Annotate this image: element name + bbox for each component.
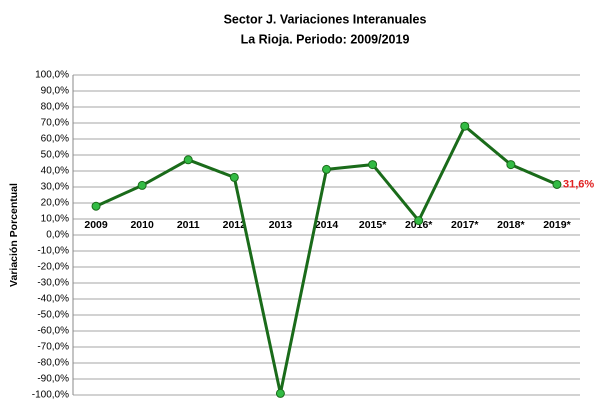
y-tick-label: 80,0% xyxy=(41,102,69,113)
y-tick-label: 60,0% xyxy=(41,134,69,145)
x-tick-label: 2015* xyxy=(359,219,387,231)
y-tick-label: -40,0% xyxy=(37,294,69,305)
marker xyxy=(552,179,562,189)
y-tick-label: -30,0% xyxy=(37,278,69,289)
chart-title: Sector J. Variaciones Interanuales xyxy=(224,12,427,26)
marker xyxy=(91,201,101,211)
y-tick-label: -60,0% xyxy=(37,326,69,337)
y-tick-label: 40,0% xyxy=(41,166,69,177)
marker xyxy=(368,160,378,170)
y-tick-label: -90,0% xyxy=(37,374,69,385)
data-label: 31,6% xyxy=(563,178,594,190)
marker xyxy=(275,388,285,398)
y-tick-label: -70,0% xyxy=(37,342,69,353)
y-tick-label: -100,0% xyxy=(32,390,69,401)
y-tick-label: 50,0% xyxy=(41,150,69,161)
marker xyxy=(460,121,470,131)
x-tick-label: 2011 xyxy=(177,219,200,231)
marker xyxy=(229,172,239,182)
y-tick-label: 20,0% xyxy=(41,198,69,209)
x-tick-label: 2014 xyxy=(315,219,339,231)
y-tick-label: -20,0% xyxy=(37,262,69,273)
x-tick-label: 2012 xyxy=(223,219,247,231)
y-axis-label: Variación Porcentual xyxy=(8,183,20,287)
y-tick-label: 30,0% xyxy=(41,182,69,193)
y-tick-label: 0,0% xyxy=(46,230,69,241)
y-tick-label: 10,0% xyxy=(41,214,69,225)
x-tick-label: 2010 xyxy=(130,219,154,231)
x-tick-label: 2019* xyxy=(543,219,571,231)
marker xyxy=(322,164,331,174)
y-tick-label: -80,0% xyxy=(37,358,69,369)
y-tick-label: 70,0% xyxy=(41,118,69,129)
marker xyxy=(183,155,193,165)
x-tick-label: 2017* xyxy=(451,219,479,231)
x-tick-label: 2018* xyxy=(497,219,525,231)
x-tick-label: 2013 xyxy=(269,219,293,231)
y-tick-label: -50,0% xyxy=(37,310,69,321)
y-tick-label: -10,0% xyxy=(37,246,69,257)
y-tick-label: 90,0% xyxy=(41,86,69,97)
marker xyxy=(506,160,516,170)
x-tick-label: 2009 xyxy=(84,219,108,231)
chart-subtitle: La Rioja. Periodo: 2009/2019 xyxy=(241,32,410,46)
marker xyxy=(414,216,424,226)
marker xyxy=(137,180,147,190)
y-tick-label: 100,0% xyxy=(35,70,69,81)
